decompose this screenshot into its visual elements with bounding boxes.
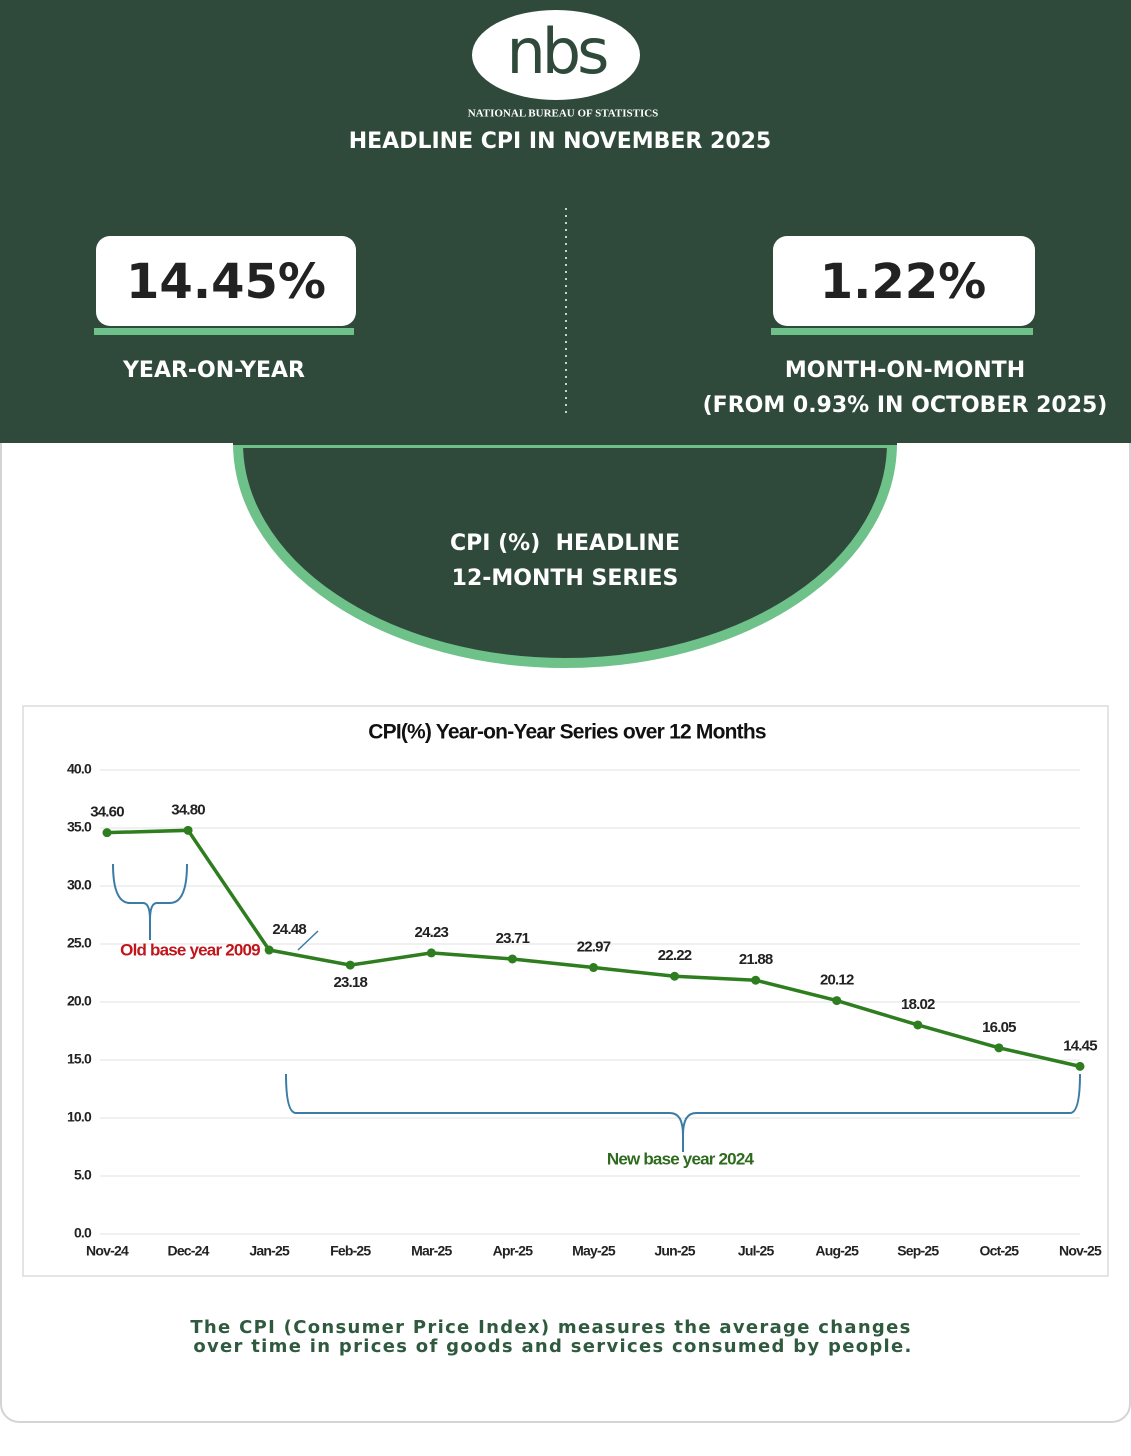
x-tick-label: May-25 (572, 1243, 616, 1259)
point (345, 960, 355, 970)
data-label: 22.97 (577, 939, 611, 956)
logo-badge (472, 10, 640, 100)
logo-mark: nbs (507, 15, 608, 88)
highlight-value: 1.22% (820, 254, 987, 310)
highlight-note: (FROM 0.93% IN OCTOBER 2025) (703, 393, 1108, 418)
header-title: HEADLINE CPI IN NOVEMBER 2025 (349, 129, 772, 154)
point (994, 1043, 1004, 1053)
data-label: 24.48 (272, 921, 306, 938)
data-label: 34.80 (171, 801, 205, 818)
point (751, 975, 761, 985)
data-label: 16.05 (982, 1019, 1016, 1036)
highlight-label: YEAR-ON-YEAR (122, 358, 305, 383)
data-label: 20.12 (820, 972, 854, 989)
banner-line: 12-MONTH SERIES (452, 566, 679, 591)
data-label: 23.71 (496, 930, 530, 947)
chart-frame (22, 705, 1109, 1277)
label-leader (297, 930, 319, 951)
point (507, 954, 517, 964)
point (670, 971, 680, 981)
point (589, 963, 598, 973)
highlight-underline (94, 328, 354, 335)
footer-line: The CPI (Consumer Price Index) measures … (190, 1317, 911, 1338)
data-label: 34.60 (90, 804, 124, 821)
data-label: 22.22 (658, 947, 692, 964)
y-tick-label: 25.0 (67, 935, 92, 951)
footer-line: over time in prices of goods and service… (193, 1336, 912, 1357)
x-tick-label: Sep-25 (897, 1243, 939, 1259)
point (102, 828, 112, 838)
chart-title: CPI(%) Year-on-Year Series over 12 Month… (368, 721, 766, 744)
y-tick-label: 30.0 (67, 877, 92, 893)
y-tick-label: 0.0 (74, 1225, 92, 1241)
logo-name: NATIONAL BUREAU OF STATISTICS (468, 108, 659, 120)
x-tick-label: Jun-25 (654, 1243, 695, 1259)
annotation: Old base year 2009 (120, 940, 260, 959)
y-tick-label: 10.0 (67, 1109, 92, 1125)
data-label: 24.23 (415, 924, 449, 941)
x-tick-label: Oct-25 (980, 1243, 1020, 1259)
data-label: 14.45 (1063, 1037, 1097, 1054)
x-tick-label: Aug-25 (815, 1243, 859, 1259)
data-label: 23.18 (333, 974, 367, 991)
highlight-box (96, 236, 356, 326)
point (426, 948, 436, 958)
x-tick-label: Mar-25 (411, 1243, 452, 1259)
banner-line: CPI (%) HEADLINE (450, 531, 680, 556)
banner-join (233, 436, 897, 445)
new-base-bracket (285, 1073, 1081, 1152)
banner-half-circle (232, 438, 898, 668)
y-tick-label: 35.0 (67, 819, 92, 835)
data-label: 18.02 (901, 996, 935, 1013)
old-base-bracket (112, 863, 188, 940)
x-tick-label: Apr-25 (493, 1243, 534, 1259)
annotation: New base year 2024 (607, 1149, 755, 1168)
data-label: 21.88 (739, 951, 773, 968)
y-tick-label: 40.0 (67, 761, 92, 777)
x-tick-label: Jul-25 (738, 1243, 775, 1259)
x-tick-label: Nov-24 (86, 1243, 129, 1259)
point (264, 945, 274, 955)
highlight-underline (771, 328, 1033, 335)
highlight-box (773, 236, 1035, 326)
y-tick-label: 20.0 (67, 993, 92, 1009)
point (183, 825, 193, 835)
point (832, 996, 842, 1006)
point (913, 1020, 923, 1030)
x-tick-label: Jan-25 (249, 1243, 290, 1259)
plot: 0.0 5.0 10.0 15.0 20.0 25.0 30.0 35.0 40.0 Nov-24… (67, 761, 1103, 1259)
highlight-label: MONTH-ON-MONTH (785, 358, 1025, 383)
x-tick-label: Nov-25 (1059, 1243, 1102, 1259)
x-tick-label: Feb-25 (330, 1243, 371, 1259)
y-tick-label: 15.0 (67, 1051, 92, 1067)
y-tick-label: 5.0 (74, 1167, 92, 1183)
highlight-value: 14.45% (126, 254, 326, 310)
x-tick-label: Dec-24 (168, 1243, 210, 1259)
point (1075, 1061, 1085, 1071)
